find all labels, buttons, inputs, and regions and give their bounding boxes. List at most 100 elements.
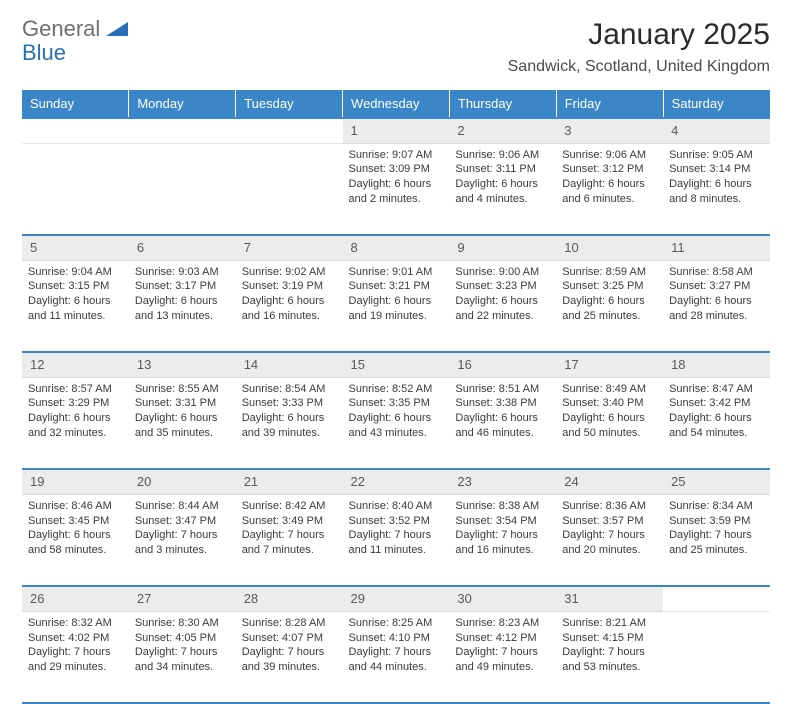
sunrise-text: Sunrise: 9:04 AM	[28, 265, 123, 280]
day-data-cell	[236, 143, 343, 235]
daylight2-text: and 54 minutes.	[669, 426, 764, 441]
daylight1-text: Daylight: 7 hours	[242, 645, 337, 660]
sunset-text: Sunset: 3:33 PM	[242, 396, 337, 411]
daylight1-text: Daylight: 7 hours	[349, 645, 444, 660]
day-data-cell: Sunrise: 9:07 AMSunset: 3:09 PMDaylight:…	[343, 143, 450, 235]
daylight1-text: Daylight: 7 hours	[242, 528, 337, 543]
daylight1-text: Daylight: 6 hours	[135, 411, 230, 426]
day-number-cell: 14	[236, 352, 343, 377]
daylight2-text: and 11 minutes.	[349, 543, 444, 558]
sunset-text: Sunset: 3:17 PM	[135, 279, 230, 294]
day-number-cell: 27	[129, 586, 236, 611]
day-data-cell: Sunrise: 8:55 AMSunset: 3:31 PMDaylight:…	[129, 377, 236, 469]
daylight1-text: Daylight: 6 hours	[349, 411, 444, 426]
day-number-cell: 24	[556, 469, 663, 494]
daylight1-text: Daylight: 6 hours	[242, 411, 337, 426]
day-header: Sunday	[22, 90, 129, 118]
day-data-cell: Sunrise: 8:58 AMSunset: 3:27 PMDaylight:…	[663, 260, 770, 352]
day-data-cell: Sunrise: 8:42 AMSunset: 3:49 PMDaylight:…	[236, 494, 343, 586]
daylight2-text: and 25 minutes.	[562, 309, 657, 324]
day-data-cell: Sunrise: 8:40 AMSunset: 3:52 PMDaylight:…	[343, 494, 450, 586]
daylight1-text: Daylight: 6 hours	[28, 411, 123, 426]
day-data-cell: Sunrise: 8:54 AMSunset: 3:33 PMDaylight:…	[236, 377, 343, 469]
day-number-cell: 4	[663, 118, 770, 143]
sunset-text: Sunset: 3:57 PM	[562, 514, 657, 529]
day-number-row: 1234	[22, 118, 770, 143]
day-number-cell: 21	[236, 469, 343, 494]
day-data-cell	[663, 611, 770, 703]
day-header: Wednesday	[343, 90, 450, 118]
daylight2-text: and 19 minutes.	[349, 309, 444, 324]
daylight1-text: Daylight: 7 hours	[28, 645, 123, 660]
sunset-text: Sunset: 3:31 PM	[135, 396, 230, 411]
brand-word1-text: General	[22, 16, 100, 41]
daylight2-text: and 35 minutes.	[135, 426, 230, 441]
day-data-cell: Sunrise: 8:38 AMSunset: 3:54 PMDaylight:…	[449, 494, 556, 586]
day-data-row: Sunrise: 9:04 AMSunset: 3:15 PMDaylight:…	[22, 260, 770, 352]
daylight1-text: Daylight: 7 hours	[455, 528, 550, 543]
day-data-cell: Sunrise: 8:46 AMSunset: 3:45 PMDaylight:…	[22, 494, 129, 586]
sunrise-text: Sunrise: 9:06 AM	[455, 148, 550, 163]
day-number-cell: 18	[663, 352, 770, 377]
sunset-text: Sunset: 4:12 PM	[455, 631, 550, 646]
day-data-cell: Sunrise: 8:44 AMSunset: 3:47 PMDaylight:…	[129, 494, 236, 586]
day-data-cell: Sunrise: 8:34 AMSunset: 3:59 PMDaylight:…	[663, 494, 770, 586]
daylight1-text: Daylight: 7 hours	[455, 645, 550, 660]
sunrise-text: Sunrise: 9:07 AM	[349, 148, 444, 163]
daylight2-text: and 25 minutes.	[669, 543, 764, 558]
daylight2-text: and 43 minutes.	[349, 426, 444, 441]
sunset-text: Sunset: 3:35 PM	[349, 396, 444, 411]
day-data-cell: Sunrise: 9:02 AMSunset: 3:19 PMDaylight:…	[236, 260, 343, 352]
daylight1-text: Daylight: 6 hours	[669, 177, 764, 192]
sunrise-text: Sunrise: 8:21 AM	[562, 616, 657, 631]
sunrise-text: Sunrise: 8:49 AM	[562, 382, 657, 397]
sunrise-text: Sunrise: 8:55 AM	[135, 382, 230, 397]
day-number-cell: 17	[556, 352, 663, 377]
day-data-cell	[129, 143, 236, 235]
sunrise-text: Sunrise: 8:59 AM	[562, 265, 657, 280]
calendar-page: General Blue January 2025 Sandwick, Scot…	[0, 0, 792, 612]
day-number-cell: 30	[449, 586, 556, 611]
day-data-cell: Sunrise: 9:00 AMSunset: 3:23 PMDaylight:…	[449, 260, 556, 352]
day-data-cell: Sunrise: 8:49 AMSunset: 3:40 PMDaylight:…	[556, 377, 663, 469]
daylight1-text: Daylight: 7 hours	[135, 645, 230, 660]
daylight1-text: Daylight: 7 hours	[135, 528, 230, 543]
daylight2-text: and 39 minutes.	[242, 660, 337, 675]
day-number-cell: 26	[22, 586, 129, 611]
day-number-cell: 12	[22, 352, 129, 377]
month-title: January 2025	[508, 18, 770, 52]
sunrise-text: Sunrise: 8:36 AM	[562, 499, 657, 514]
brand-word1: General	[22, 18, 128, 40]
sunset-text: Sunset: 3:42 PM	[669, 396, 764, 411]
day-number-cell: 11	[663, 235, 770, 260]
sunrise-text: Sunrise: 8:57 AM	[28, 382, 123, 397]
day-number-cell: 1	[343, 118, 450, 143]
daylight1-text: Daylight: 6 hours	[562, 411, 657, 426]
sunrise-text: Sunrise: 8:25 AM	[349, 616, 444, 631]
sunrise-text: Sunrise: 9:02 AM	[242, 265, 337, 280]
daylight1-text: Daylight: 7 hours	[669, 528, 764, 543]
day-number-cell: 22	[343, 469, 450, 494]
sunset-text: Sunset: 3:54 PM	[455, 514, 550, 529]
sunrise-text: Sunrise: 8:54 AM	[242, 382, 337, 397]
day-data-cell: Sunrise: 8:21 AMSunset: 4:15 PMDaylight:…	[556, 611, 663, 703]
day-number-cell	[236, 118, 343, 143]
day-data-cell: Sunrise: 8:30 AMSunset: 4:05 PMDaylight:…	[129, 611, 236, 703]
day-number-cell: 25	[663, 469, 770, 494]
daylight2-text: and 39 minutes.	[242, 426, 337, 441]
day-data-cell: Sunrise: 8:32 AMSunset: 4:02 PMDaylight:…	[22, 611, 129, 703]
day-data-row: Sunrise: 9:07 AMSunset: 3:09 PMDaylight:…	[22, 143, 770, 235]
day-number-cell: 20	[129, 469, 236, 494]
daylight1-text: Daylight: 6 hours	[28, 294, 123, 309]
sunrise-text: Sunrise: 8:52 AM	[349, 382, 444, 397]
daylight2-text: and 22 minutes.	[455, 309, 550, 324]
sunrise-text: Sunrise: 8:51 AM	[455, 382, 550, 397]
daylight2-text: and 2 minutes.	[349, 192, 444, 207]
sunset-text: Sunset: 3:29 PM	[28, 396, 123, 411]
sunset-text: Sunset: 4:10 PM	[349, 631, 444, 646]
daylight1-text: Daylight: 6 hours	[135, 294, 230, 309]
day-data-cell: Sunrise: 9:03 AMSunset: 3:17 PMDaylight:…	[129, 260, 236, 352]
sunset-text: Sunset: 3:52 PM	[349, 514, 444, 529]
sunset-text: Sunset: 3:14 PM	[669, 162, 764, 177]
day-number-cell: 9	[449, 235, 556, 260]
